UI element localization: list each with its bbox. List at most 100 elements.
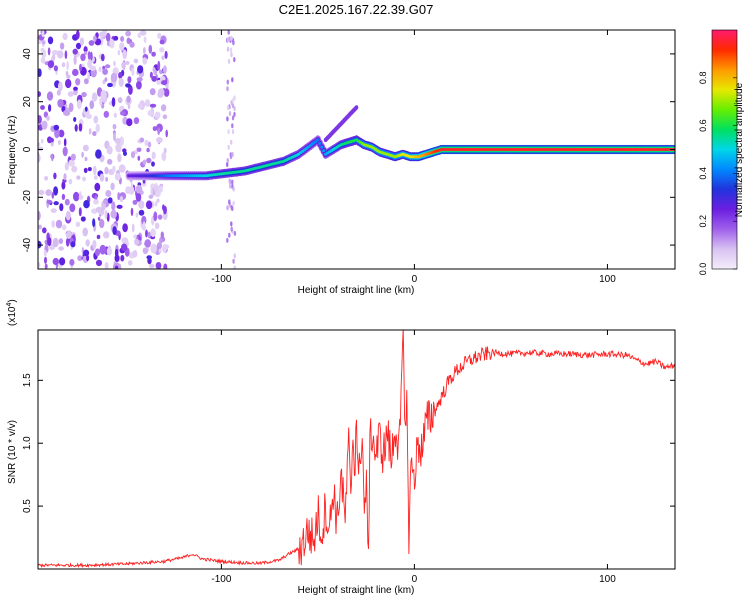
- spectrogram-noise-cell: [130, 207, 134, 216]
- spectrogram-noise-cell: [149, 88, 156, 96]
- spectrogram-noise-cell: [159, 237, 163, 245]
- spectrogram-noise-cell: [233, 57, 236, 63]
- spectrogram-noise-cell: [145, 200, 153, 210]
- spectrogram-noise-cell: [147, 110, 154, 117]
- spectrogram-noise-cell: [75, 42, 82, 50]
- page-title: C2E1.2025.167.22.39.G07: [278, 2, 434, 17]
- spectrogram-noise-cell: [62, 146, 68, 157]
- colorbar-tick-label: 0.2: [698, 215, 708, 228]
- spectrogram-noise-cell: [132, 250, 138, 258]
- spectrogram-y-axis-label: Frequency (Hz): [7, 116, 18, 185]
- spectrogram-noise-cell: [73, 191, 80, 202]
- spectrogram-noise-cell: [65, 78, 72, 89]
- spectrogram-y-tick-label: 40: [22, 48, 33, 60]
- spectrogram-noise-cell: [144, 239, 151, 248]
- spectrogram-noise-cell: [54, 128, 60, 139]
- spectrogram-noise-cell: [233, 106, 236, 112]
- spectrogram-noise-cell: [107, 197, 113, 204]
- spectrogram-noise-cell: [112, 226, 117, 236]
- snr-y-axis-label: SNR (10 * v/v): [7, 420, 18, 484]
- snr-series-line: [38, 330, 675, 569]
- spectrogram-noise-cell: [83, 200, 90, 209]
- spectrogram-noise-cell: [61, 62, 66, 68]
- spectrogram-noise-cell: [231, 129, 235, 135]
- spectrogram-noise-cell: [100, 53, 105, 62]
- spectrogram-noise-cell: [78, 191, 82, 199]
- spectrogram-noise-cell: [87, 71, 90, 81]
- spectrogram-noise-cell: [98, 66, 102, 73]
- spectrogram-noise-cell: [118, 164, 126, 173]
- spectrogram-noise-cell: [82, 144, 89, 152]
- spectrogram-noise-cell: [65, 71, 69, 76]
- spectrogram-noise-cell: [95, 259, 103, 267]
- spectrogram-noise-cell: [162, 244, 168, 253]
- spectrogram-noise-cell: [126, 118, 133, 127]
- spectrogram-noise-cell: [231, 206, 234, 211]
- spectrogram-noise-cell: [106, 247, 113, 256]
- spectrogram-noise-cell: [55, 219, 63, 229]
- spectrogram-noise-cell: [120, 36, 125, 42]
- spectrogram-noise-cell: [142, 247, 149, 255]
- spectrogram-noise-cell: [53, 201, 59, 206]
- spectrogram-noise-cell: [148, 194, 154, 199]
- spectrogram-noise-cell: [154, 201, 158, 207]
- snr-x-tick-label: 0: [412, 574, 418, 585]
- spectrogram-noise-cell: [81, 151, 84, 158]
- spectrogram-noise-cell: [53, 186, 59, 196]
- spectrogram-noise-cell: [228, 111, 232, 116]
- spectrogram-noise-cell: [232, 186, 235, 192]
- spectrogram-noise-cell: [107, 158, 113, 165]
- spectrogram-x-axis-label: Height of straight line (km): [298, 285, 415, 296]
- spectrogram-noise-cell: [226, 46, 230, 52]
- spectrogram-noise-cell: [164, 50, 168, 59]
- spectrogram-noise-cell: [104, 77, 108, 82]
- spectrogram-noise-cell: [78, 207, 82, 217]
- spectrogram-noise-cell: [227, 105, 230, 111]
- spectrogram-noise-cell: [72, 68, 79, 77]
- spectrogram-noise-cell: [40, 105, 45, 110]
- spectrogram-noise-cell: [92, 218, 96, 228]
- spectrogram-noise-cell: [231, 77, 234, 83]
- spectrogram-noise-cell: [84, 78, 89, 85]
- spectrogram-noise-cell: [62, 32, 68, 41]
- spectrogram-noise-cell: [49, 137, 54, 143]
- spectrogram-noise-cell: [162, 114, 168, 120]
- spectrogram-noise-cell: [53, 124, 60, 131]
- spectrogram-noise-cell: [42, 227, 47, 234]
- spectrogram-noise-cell: [76, 175, 81, 180]
- spectrogram-noise-cell: [232, 200, 235, 206]
- spectrogram-noise-cell: [159, 39, 165, 45]
- spectrogram-noise-cell: [153, 185, 159, 192]
- spectrogram-noise-cell: [45, 189, 52, 197]
- spectrogram-noise-cell: [69, 203, 76, 213]
- spectrogram-noise-cell: [139, 30, 147, 36]
- spectrogram-noise-cell: [137, 32, 142, 38]
- spectrogram-noise-cell: [135, 184, 143, 194]
- spectrogram-noise-cell: [88, 128, 92, 135]
- spectrogram-noise-cell: [155, 262, 162, 269]
- spectrogram-noise-cell: [112, 165, 116, 173]
- spectrogram-noise-cell: [38, 154, 41, 163]
- spectrogram-noise-cell: [99, 31, 106, 37]
- snr-x-tick-label: -100: [211, 574, 231, 585]
- spectrogram-noise-cell: [159, 69, 163, 75]
- spectrogram-noise-cell: [226, 79, 229, 85]
- spectrogram-noise-cell: [83, 46, 88, 53]
- spectrogram-noise-cell: [233, 265, 236, 269]
- spectrogram-noise-cell: [233, 253, 236, 259]
- spectrogram-noise-cell: [57, 99, 64, 108]
- spectrogram-noise-cell: [142, 159, 147, 165]
- spectrogram-noise-cell: [156, 137, 163, 143]
- colorbar-gradient: [711, 29, 738, 270]
- spectrogram-noise-cell: [110, 209, 117, 219]
- spectrogram-noise-cell: [70, 153, 76, 161]
- spectrogram-noise-cell: [118, 77, 124, 87]
- spectrogram-noise-cell: [144, 139, 149, 147]
- spectrogram-noise-cell: [48, 104, 52, 112]
- spectrogram-noise-cell: [58, 238, 64, 245]
- spectrogram-noise-cell: [153, 211, 158, 222]
- spectrogram-noise-cell: [63, 109, 70, 116]
- spectrogram-x-tick-label: 100: [599, 274, 616, 285]
- spectrogram-noise-cell: [92, 239, 97, 250]
